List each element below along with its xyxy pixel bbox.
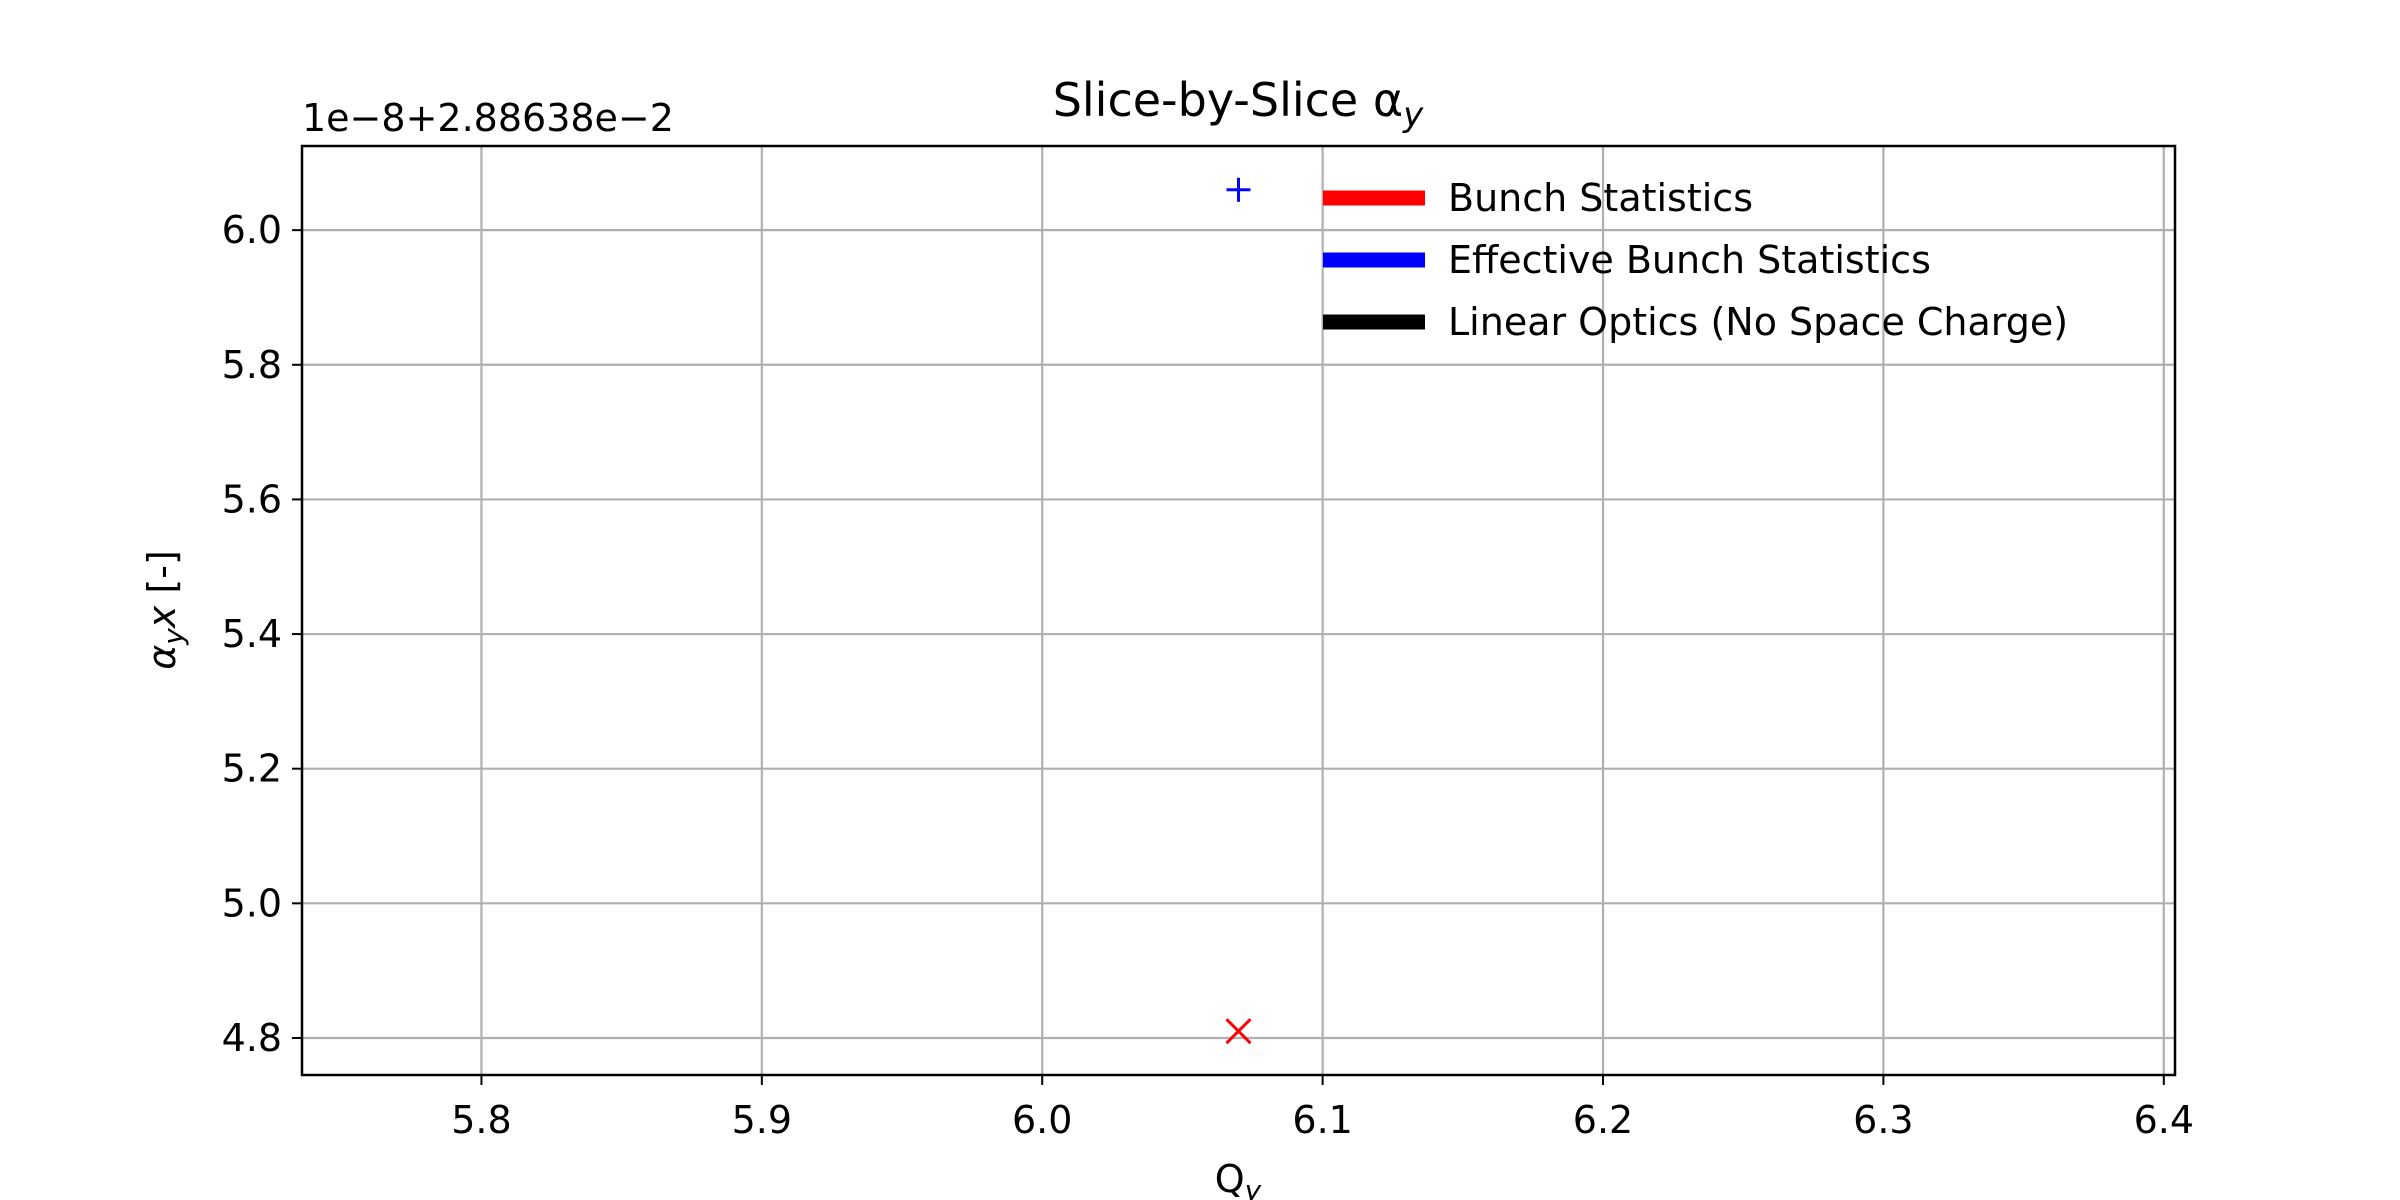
chart-title: Slice-by-Slice αy	[1053, 73, 1424, 135]
y-tick-label: 5.2	[222, 747, 282, 791]
x-tick-label: 6.1	[1292, 1098, 1352, 1142]
legend-entry: Linear Optics (No Space Charge)	[1323, 300, 2068, 344]
y-tick-label: 4.8	[222, 1016, 282, 1060]
legend-label: Bunch Statistics	[1448, 176, 1753, 220]
y-tick-label: 6.0	[222, 208, 282, 252]
y-tick-label: 5.4	[222, 612, 282, 656]
plot-area-frame	[300, 144, 2177, 1077]
y-tick-label: 5.6	[222, 477, 282, 521]
x-tick-label: 5.9	[732, 1098, 792, 1142]
legend-entry: Bunch Statistics	[1323, 176, 1753, 220]
y-tick-label: 5.0	[222, 881, 282, 925]
grid	[302, 146, 2175, 1075]
legend-label: Effective Bunch Statistics	[1448, 238, 1931, 282]
x-tick-label: 6.3	[1853, 1098, 1913, 1142]
legend-entry: Effective Bunch Statistics	[1323, 238, 1931, 282]
x-axis-title: Qy	[1215, 1157, 1262, 1200]
x-tick-label: 6.2	[1573, 1098, 1633, 1142]
y-tick-label: 5.8	[222, 343, 282, 387]
marker-plus-effective-bunch-statistics	[1226, 177, 1251, 202]
marker-x-bunch-statistics	[1225, 1018, 1252, 1045]
legend-label: Linear Optics (No Space Charge)	[1448, 300, 2068, 344]
legend: Bunch Statistics Effective Bunch Statisti…	[1323, 176, 2068, 344]
x-axis: 5.8 5.9 6.0 6.1 6.2 6.3 6.4	[451, 1075, 2194, 1142]
y-axis-title: αyx [-]	[140, 550, 190, 670]
y-offset-label: 1e−8+2.88638e−2	[302, 96, 674, 140]
y-axis: 4.8 5.0 5.2 5.4 5.6 5.8 6.0	[222, 208, 302, 1060]
x-tick-label: 6.4	[2134, 1098, 2194, 1142]
marker-stroke	[1225, 1018, 1252, 1045]
data-markers	[1225, 177, 1252, 1045]
x-tick-label: 5.8	[451, 1098, 511, 1142]
x-tick-label: 6.0	[1012, 1098, 1072, 1142]
